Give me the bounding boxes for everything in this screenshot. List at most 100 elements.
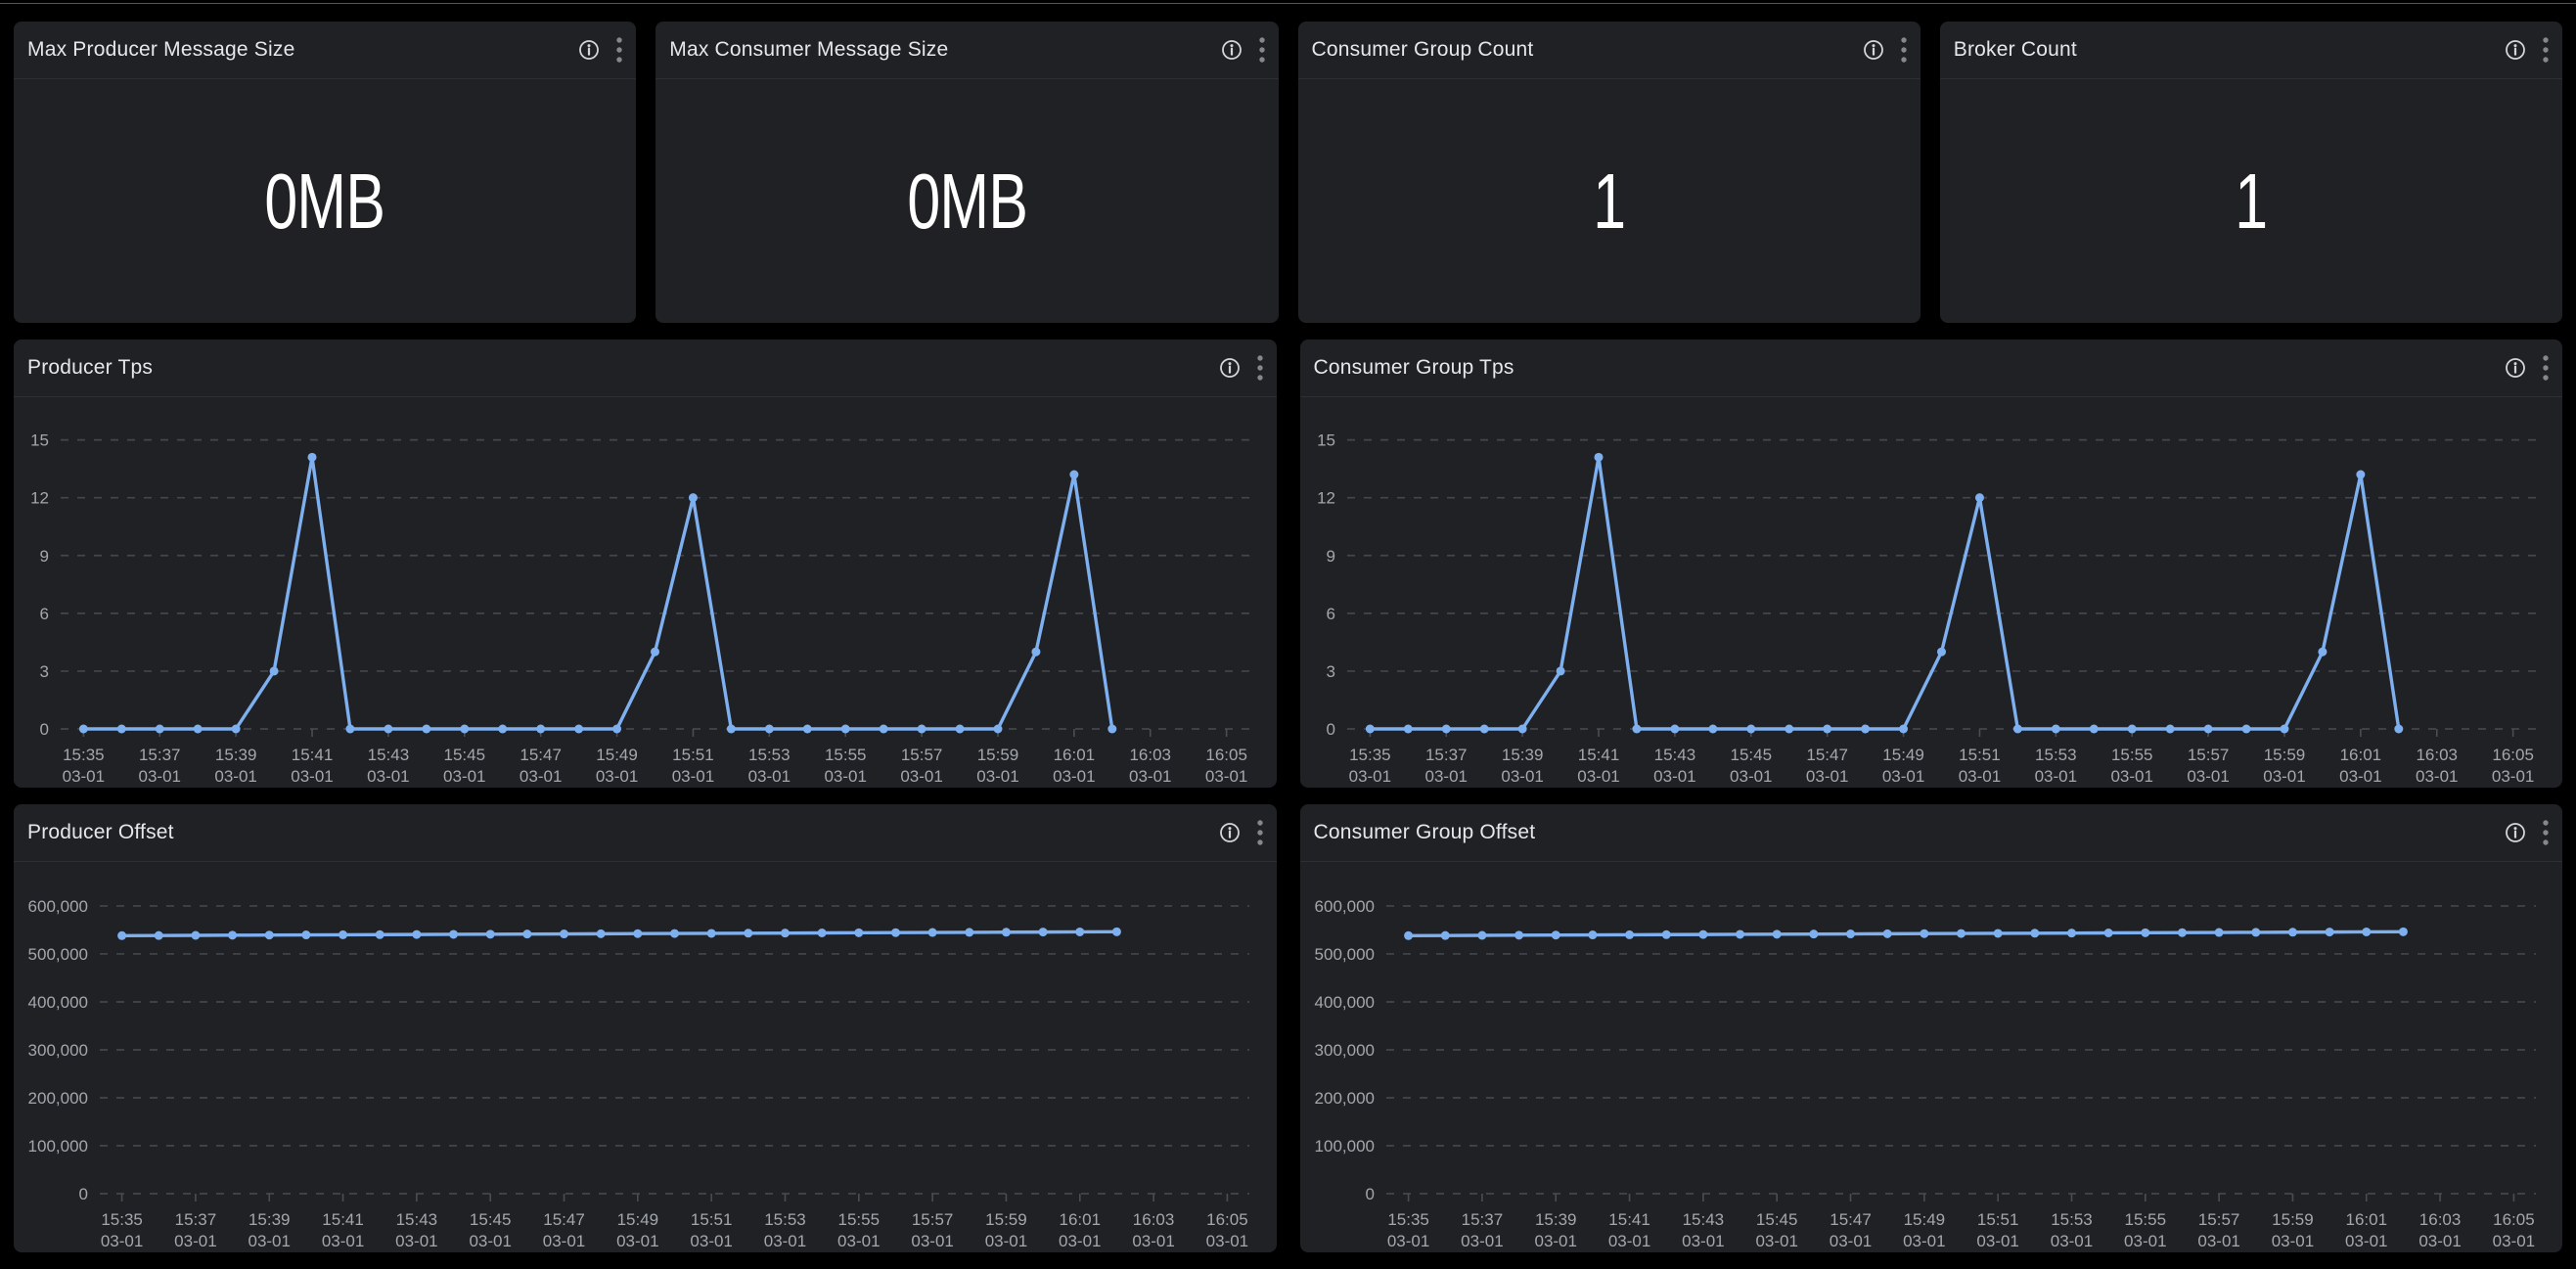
panel-title[interactable]: Consumer Group Tps [1313, 356, 1514, 379]
panel-title[interactable]: Producer Tps [27, 356, 154, 379]
kebab-menu-icon[interactable] [2543, 37, 2549, 63]
svg-text:03-01: 03-01 [764, 1232, 806, 1250]
panel-header-actions [2505, 820, 2549, 845]
svg-text:15:55: 15:55 [825, 746, 867, 764]
info-circle-icon[interactable] [1863, 39, 1884, 61]
info-circle-icon[interactable] [2505, 357, 2526, 379]
kebab-menu-icon[interactable] [1256, 355, 1263, 381]
info-circle-icon[interactable] [1219, 822, 1241, 843]
producer-offset-chart[interactable]: 0 100,000 200,000 300,000 400,000 500,000 600,… [14, 862, 1277, 1252]
kebab-menu-icon[interactable] [1258, 37, 1265, 63]
panel-title[interactable]: Consumer Group Offset [1313, 821, 1536, 843]
panel-title[interactable]: Broker Count [1953, 38, 2077, 61]
chart-body: 0 3 6 9 12 15 15:35 03-01 15:37 03-01 15:39 03-01 15… [1300, 397, 2563, 788]
svg-text:15:41: 15:41 [322, 1210, 364, 1229]
info-circle-icon[interactable] [1219, 357, 1241, 379]
svg-text:15:55: 15:55 [2110, 746, 2152, 764]
svg-text:03-01: 03-01 [2345, 1232, 2387, 1250]
panel-title[interactable]: Max Producer Message Size [27, 38, 295, 61]
svg-text:03-01: 03-01 [672, 767, 714, 786]
panel-title[interactable]: Max Consumer Message Size [669, 38, 949, 61]
svg-text:15:59: 15:59 [2263, 746, 2305, 764]
svg-text:15:59: 15:59 [2272, 1210, 2314, 1229]
panel-header: Consumer Group Tps [1299, 340, 2562, 397]
svg-text:9: 9 [1326, 547, 1334, 566]
svg-text:15:41: 15:41 [1608, 1210, 1650, 1229]
svg-text:500,000: 500,000 [1314, 945, 1374, 964]
svg-text:03-01: 03-01 [1129, 767, 1171, 786]
svg-text:03-01: 03-01 [2263, 767, 2305, 786]
svg-text:03-01: 03-01 [2197, 1232, 2239, 1250]
panel-header: Broker Count [1939, 22, 2562, 79]
panel-producer-tps: Producer Tps 0 3 6 9 12 15 15:35 03-01 15:37 03-0… [14, 340, 1277, 788]
svg-text:15:49: 15:49 [1903, 1210, 1945, 1229]
svg-text:300,000: 300,000 [28, 1041, 88, 1060]
consumer-group-tps-chart[interactable]: 0 3 6 9 12 15 15:35 03-01 15:37 03-01 15:39 03-01 15… [1300, 397, 2563, 788]
panel-title[interactable]: Consumer Group Count [1311, 38, 1534, 61]
svg-text:6: 6 [40, 605, 49, 623]
svg-text:12: 12 [1317, 489, 1335, 508]
panel-max-producer-message-size: Max Producer Message Size 0MB [14, 22, 637, 323]
stat-row: Max Producer Message Size 0MB Max Consum… [14, 22, 2562, 323]
svg-text:15:39: 15:39 [1501, 746, 1543, 764]
svg-text:15:37: 15:37 [1424, 746, 1467, 764]
svg-text:03-01: 03-01 [469, 1232, 511, 1250]
panel-header-actions [1221, 37, 1265, 63]
svg-text:15:55: 15:55 [2124, 1210, 2166, 1229]
svg-text:15:43: 15:43 [1653, 746, 1695, 764]
panel-header-actions [1219, 820, 1263, 845]
consumer-group-offset-chart[interactable]: 0 100,000 200,000 300,000 400,000 500,000 600,… [1300, 862, 2563, 1252]
svg-text:03-01: 03-01 [824, 767, 866, 786]
svg-text:15:55: 15:55 [838, 1210, 881, 1229]
svg-text:15:53: 15:53 [748, 746, 791, 764]
svg-text:03-01: 03-01 [367, 767, 409, 786]
svg-text:400,000: 400,000 [1314, 993, 1374, 1012]
svg-text:15:59: 15:59 [985, 1210, 1027, 1229]
svg-text:15:57: 15:57 [2197, 1210, 2239, 1229]
svg-text:03-01: 03-01 [520, 767, 562, 786]
svg-text:03-01: 03-01 [1534, 1232, 1576, 1250]
chart-body: 0 100,000 200,000 300,000 400,000 500,000 600,… [1300, 862, 2563, 1252]
svg-text:03-01: 03-01 [1424, 767, 1467, 786]
panel-consumer-group-tps: Consumer Group Tps 0 3 6 9 12 15 15:35 03-01 15:… [1299, 340, 2563, 788]
info-circle-icon[interactable] [578, 39, 600, 61]
svg-text:03-01: 03-01 [1501, 767, 1543, 786]
svg-text:15: 15 [1317, 431, 1335, 450]
kebab-menu-icon[interactable] [616, 37, 622, 63]
tps-row: Producer Tps 0 3 6 9 12 15 15:35 03-01 15:37 03-0… [14, 340, 2562, 788]
svg-text:03-01: 03-01 [900, 767, 942, 786]
info-circle-icon[interactable] [1221, 39, 1243, 61]
svg-text:03-01: 03-01 [2034, 767, 2076, 786]
producer-tps-chart[interactable]: 0 3 6 9 12 15 15:35 03-01 15:37 03-01 15:39 03-01 15… [14, 397, 1277, 788]
kebab-menu-icon[interactable] [2543, 355, 2549, 381]
svg-text:03-01: 03-01 [616, 1232, 658, 1250]
stat-value: 1 [1593, 157, 1626, 245]
panel-header: Consumer Group Offset [1299, 804, 2562, 862]
panel-max-consumer-message-size: Max Consumer Message Size 0MB [655, 22, 1279, 323]
svg-text:03-01: 03-01 [1903, 1232, 1945, 1250]
svg-text:15:41: 15:41 [1577, 746, 1619, 764]
svg-text:15:49: 15:49 [617, 1210, 659, 1229]
svg-text:600,000: 600,000 [28, 897, 88, 916]
svg-text:03-01: 03-01 [1386, 1232, 1428, 1250]
stat-body: 1 [1298, 79, 1921, 323]
svg-text:03-01: 03-01 [1059, 1232, 1101, 1250]
top-divider [0, 3, 2576, 4]
svg-text:15:57: 15:57 [901, 746, 943, 764]
panel-title[interactable]: Producer Offset [27, 821, 174, 843]
info-circle-icon[interactable] [2505, 39, 2526, 61]
svg-text:12: 12 [30, 489, 49, 508]
panel-header: Producer Offset [14, 804, 1277, 862]
svg-text:0: 0 [79, 1185, 88, 1203]
svg-text:03-01: 03-01 [1755, 1232, 1797, 1250]
kebab-menu-icon[interactable] [1256, 820, 1263, 845]
kebab-menu-icon[interactable] [1901, 37, 1907, 63]
kebab-menu-icon[interactable] [2543, 820, 2549, 845]
svg-text:15: 15 [30, 431, 49, 450]
svg-text:16:01: 16:01 [2345, 1210, 2387, 1229]
svg-text:16:03: 16:03 [1129, 746, 1171, 764]
svg-text:03-01: 03-01 [985, 1232, 1027, 1250]
svg-text:3: 3 [40, 662, 49, 681]
info-circle-icon[interactable] [2505, 822, 2526, 843]
svg-text:3: 3 [1326, 662, 1334, 681]
